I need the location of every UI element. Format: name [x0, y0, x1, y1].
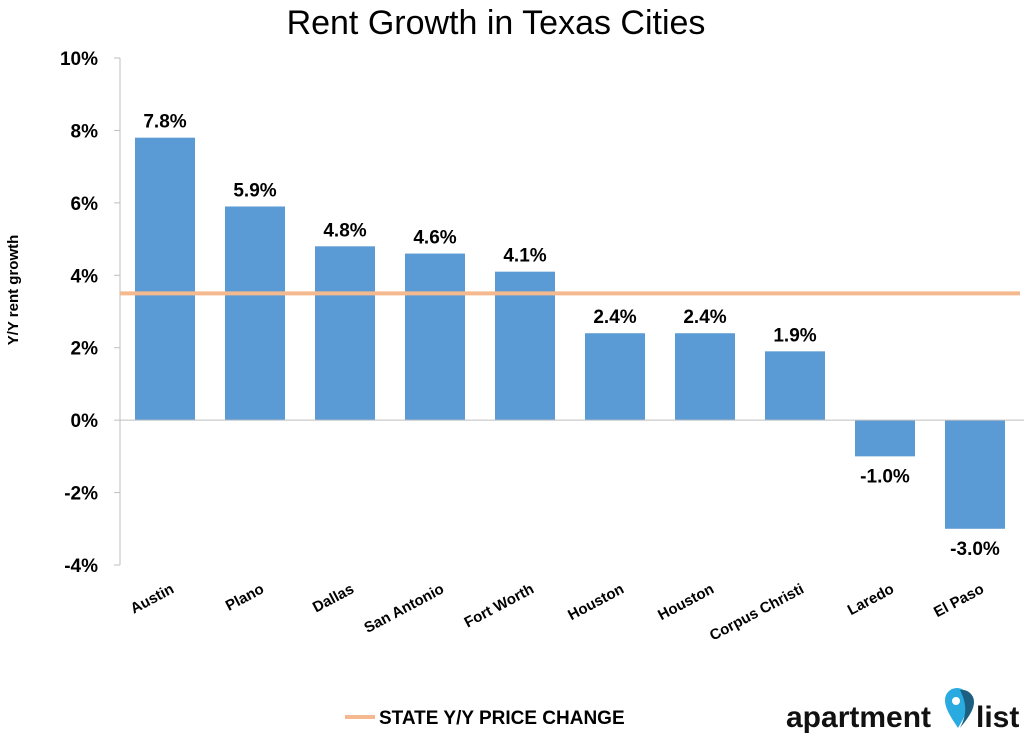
legend-label: STATE Y/Y PRICE CHANGE [379, 708, 625, 729]
x-category-label: Laredo [845, 581, 897, 619]
bar [675, 333, 735, 421]
bar [765, 351, 825, 421]
pin-dot [952, 697, 960, 705]
x-category-label: El Paso [931, 581, 987, 621]
data-label: 7.8% [143, 112, 186, 133]
x-category-label: San Antonio [361, 581, 446, 637]
bar [855, 420, 915, 457]
data-label: 5.9% [233, 180, 276, 201]
x-category-label: Houston [565, 581, 627, 625]
y-tick-label: 8% [71, 121, 99, 142]
data-label: 2.4% [593, 307, 636, 328]
x-category-label: Dallas [310, 581, 357, 617]
bar [495, 271, 555, 421]
data-label: -3.0% [950, 539, 1000, 560]
y-tick-label: 10% [60, 49, 98, 70]
location-pin-icon [945, 688, 969, 728]
y-tick-label: 2% [71, 339, 99, 360]
chart-title: Rent Growth in Texas Cities [287, 4, 706, 42]
apartment-list-logo: apartment list [786, 688, 1019, 734]
x-category-label: Fort Worth [461, 581, 536, 632]
bar [585, 333, 645, 421]
data-label: 2.4% [683, 307, 726, 328]
y-tick-label: 4% [71, 266, 99, 287]
x-category-label: Houston [655, 581, 717, 625]
y-axis-label: Y/Y rent growth [5, 235, 22, 346]
data-label: 4.8% [323, 220, 366, 241]
data-label: -1.0% [860, 466, 910, 487]
y-tick-label: -2% [64, 484, 98, 505]
x-category-label: Corpus Christi [707, 581, 807, 645]
y-tick-label: -4% [64, 556, 98, 577]
bar [225, 206, 285, 421]
y-tick-label: 0% [71, 411, 99, 432]
logo-text-list: list [976, 701, 1019, 734]
data-label: 4.1% [503, 246, 546, 267]
y-tick-label: 6% [71, 194, 99, 215]
bar [945, 420, 1005, 529]
x-category-label: Austin [128, 581, 177, 618]
bar [135, 137, 195, 421]
bar [315, 246, 375, 421]
logo-text-apartment: apartment [786, 701, 931, 734]
x-category-label: Plano [223, 581, 267, 615]
data-label: 4.6% [413, 228, 456, 249]
data-label: 1.9% [773, 325, 816, 346]
bar [405, 253, 465, 421]
location-pin-shadow-icon [960, 689, 975, 728]
